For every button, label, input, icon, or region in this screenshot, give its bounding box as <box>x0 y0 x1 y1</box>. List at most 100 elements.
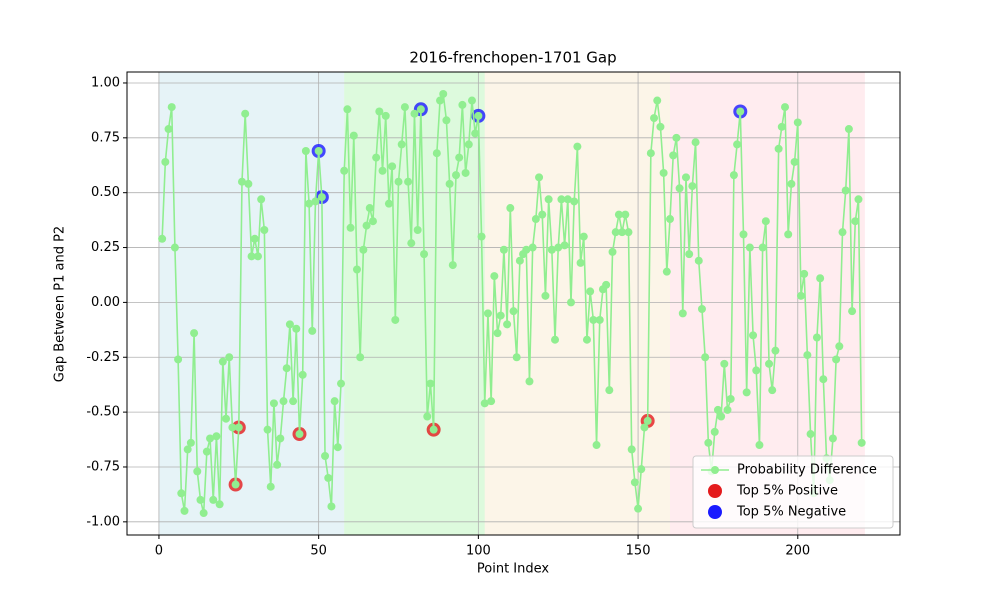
point <box>362 221 371 230</box>
point <box>378 166 387 175</box>
point <box>337 379 346 388</box>
point <box>851 217 860 226</box>
point <box>282 364 291 373</box>
y-tick-label: -0.25 <box>86 350 120 365</box>
point <box>531 215 540 224</box>
legend-marker <box>708 484 722 498</box>
point <box>579 232 588 241</box>
plot-frame <box>126 71 901 536</box>
point <box>557 195 566 204</box>
point <box>180 506 189 515</box>
point <box>381 111 390 120</box>
point <box>733 140 742 149</box>
point <box>736 107 745 116</box>
point <box>697 304 706 313</box>
y-tick-label: 1.00 <box>91 75 120 90</box>
point <box>314 146 323 155</box>
point <box>525 377 534 386</box>
point <box>301 146 310 155</box>
point <box>458 100 467 109</box>
point <box>448 261 457 270</box>
point <box>206 434 215 443</box>
point <box>806 430 815 439</box>
point <box>835 342 844 351</box>
point <box>713 405 722 414</box>
point <box>627 445 636 454</box>
point <box>349 131 358 140</box>
point <box>391 315 400 324</box>
point <box>257 195 266 204</box>
point <box>790 157 799 166</box>
point <box>384 199 393 208</box>
point <box>691 138 700 147</box>
point <box>295 430 304 439</box>
legend-marker <box>708 505 722 519</box>
point <box>838 228 847 237</box>
y-tick-label: 0.25 <box>91 240 120 255</box>
point <box>372 153 381 162</box>
point <box>694 256 703 265</box>
point <box>311 197 320 206</box>
point <box>566 298 575 307</box>
point <box>729 171 738 180</box>
point <box>161 157 170 166</box>
point <box>177 489 186 498</box>
point <box>841 186 850 195</box>
point <box>554 243 563 252</box>
point <box>209 495 218 504</box>
x-tick-label: 200 <box>785 544 810 559</box>
point <box>749 331 758 340</box>
point <box>765 359 774 368</box>
point <box>356 353 365 362</box>
y-axis-label: Gap Between P1 and P2 <box>53 226 68 382</box>
point <box>218 357 227 366</box>
point <box>263 425 272 434</box>
point <box>848 307 857 316</box>
point <box>659 168 668 177</box>
legend-marker <box>711 466 719 474</box>
y-tick-label: -1.00 <box>86 514 120 529</box>
point <box>352 265 361 274</box>
point <box>289 397 298 406</box>
point <box>445 179 454 188</box>
point <box>400 103 409 112</box>
y-tick-label: -0.50 <box>86 405 120 420</box>
point <box>669 151 678 160</box>
point <box>413 225 422 234</box>
point <box>758 243 767 252</box>
point <box>455 153 464 162</box>
point <box>595 315 604 324</box>
point <box>771 346 780 355</box>
point <box>509 307 518 316</box>
point <box>183 445 192 454</box>
point <box>474 111 483 120</box>
point <box>324 473 333 482</box>
point <box>538 210 547 219</box>
point <box>710 427 719 436</box>
point <box>717 412 726 421</box>
point <box>480 399 489 408</box>
point <box>333 443 342 452</box>
point <box>234 423 243 432</box>
point <box>490 272 499 281</box>
legend-box <box>692 455 894 529</box>
point <box>681 173 690 182</box>
y-tick-label: 0.75 <box>91 130 120 145</box>
point <box>190 329 199 338</box>
point <box>640 423 649 432</box>
point <box>285 320 294 329</box>
point <box>244 179 253 188</box>
point <box>388 162 397 171</box>
point <box>317 193 326 202</box>
point <box>535 173 544 182</box>
point <box>832 355 841 364</box>
point <box>688 182 697 191</box>
point <box>630 478 639 487</box>
phase-span <box>344 72 485 535</box>
point <box>752 366 761 375</box>
point <box>496 311 505 320</box>
point <box>250 234 259 243</box>
point <box>247 252 256 261</box>
point <box>436 96 445 105</box>
point <box>340 166 349 175</box>
